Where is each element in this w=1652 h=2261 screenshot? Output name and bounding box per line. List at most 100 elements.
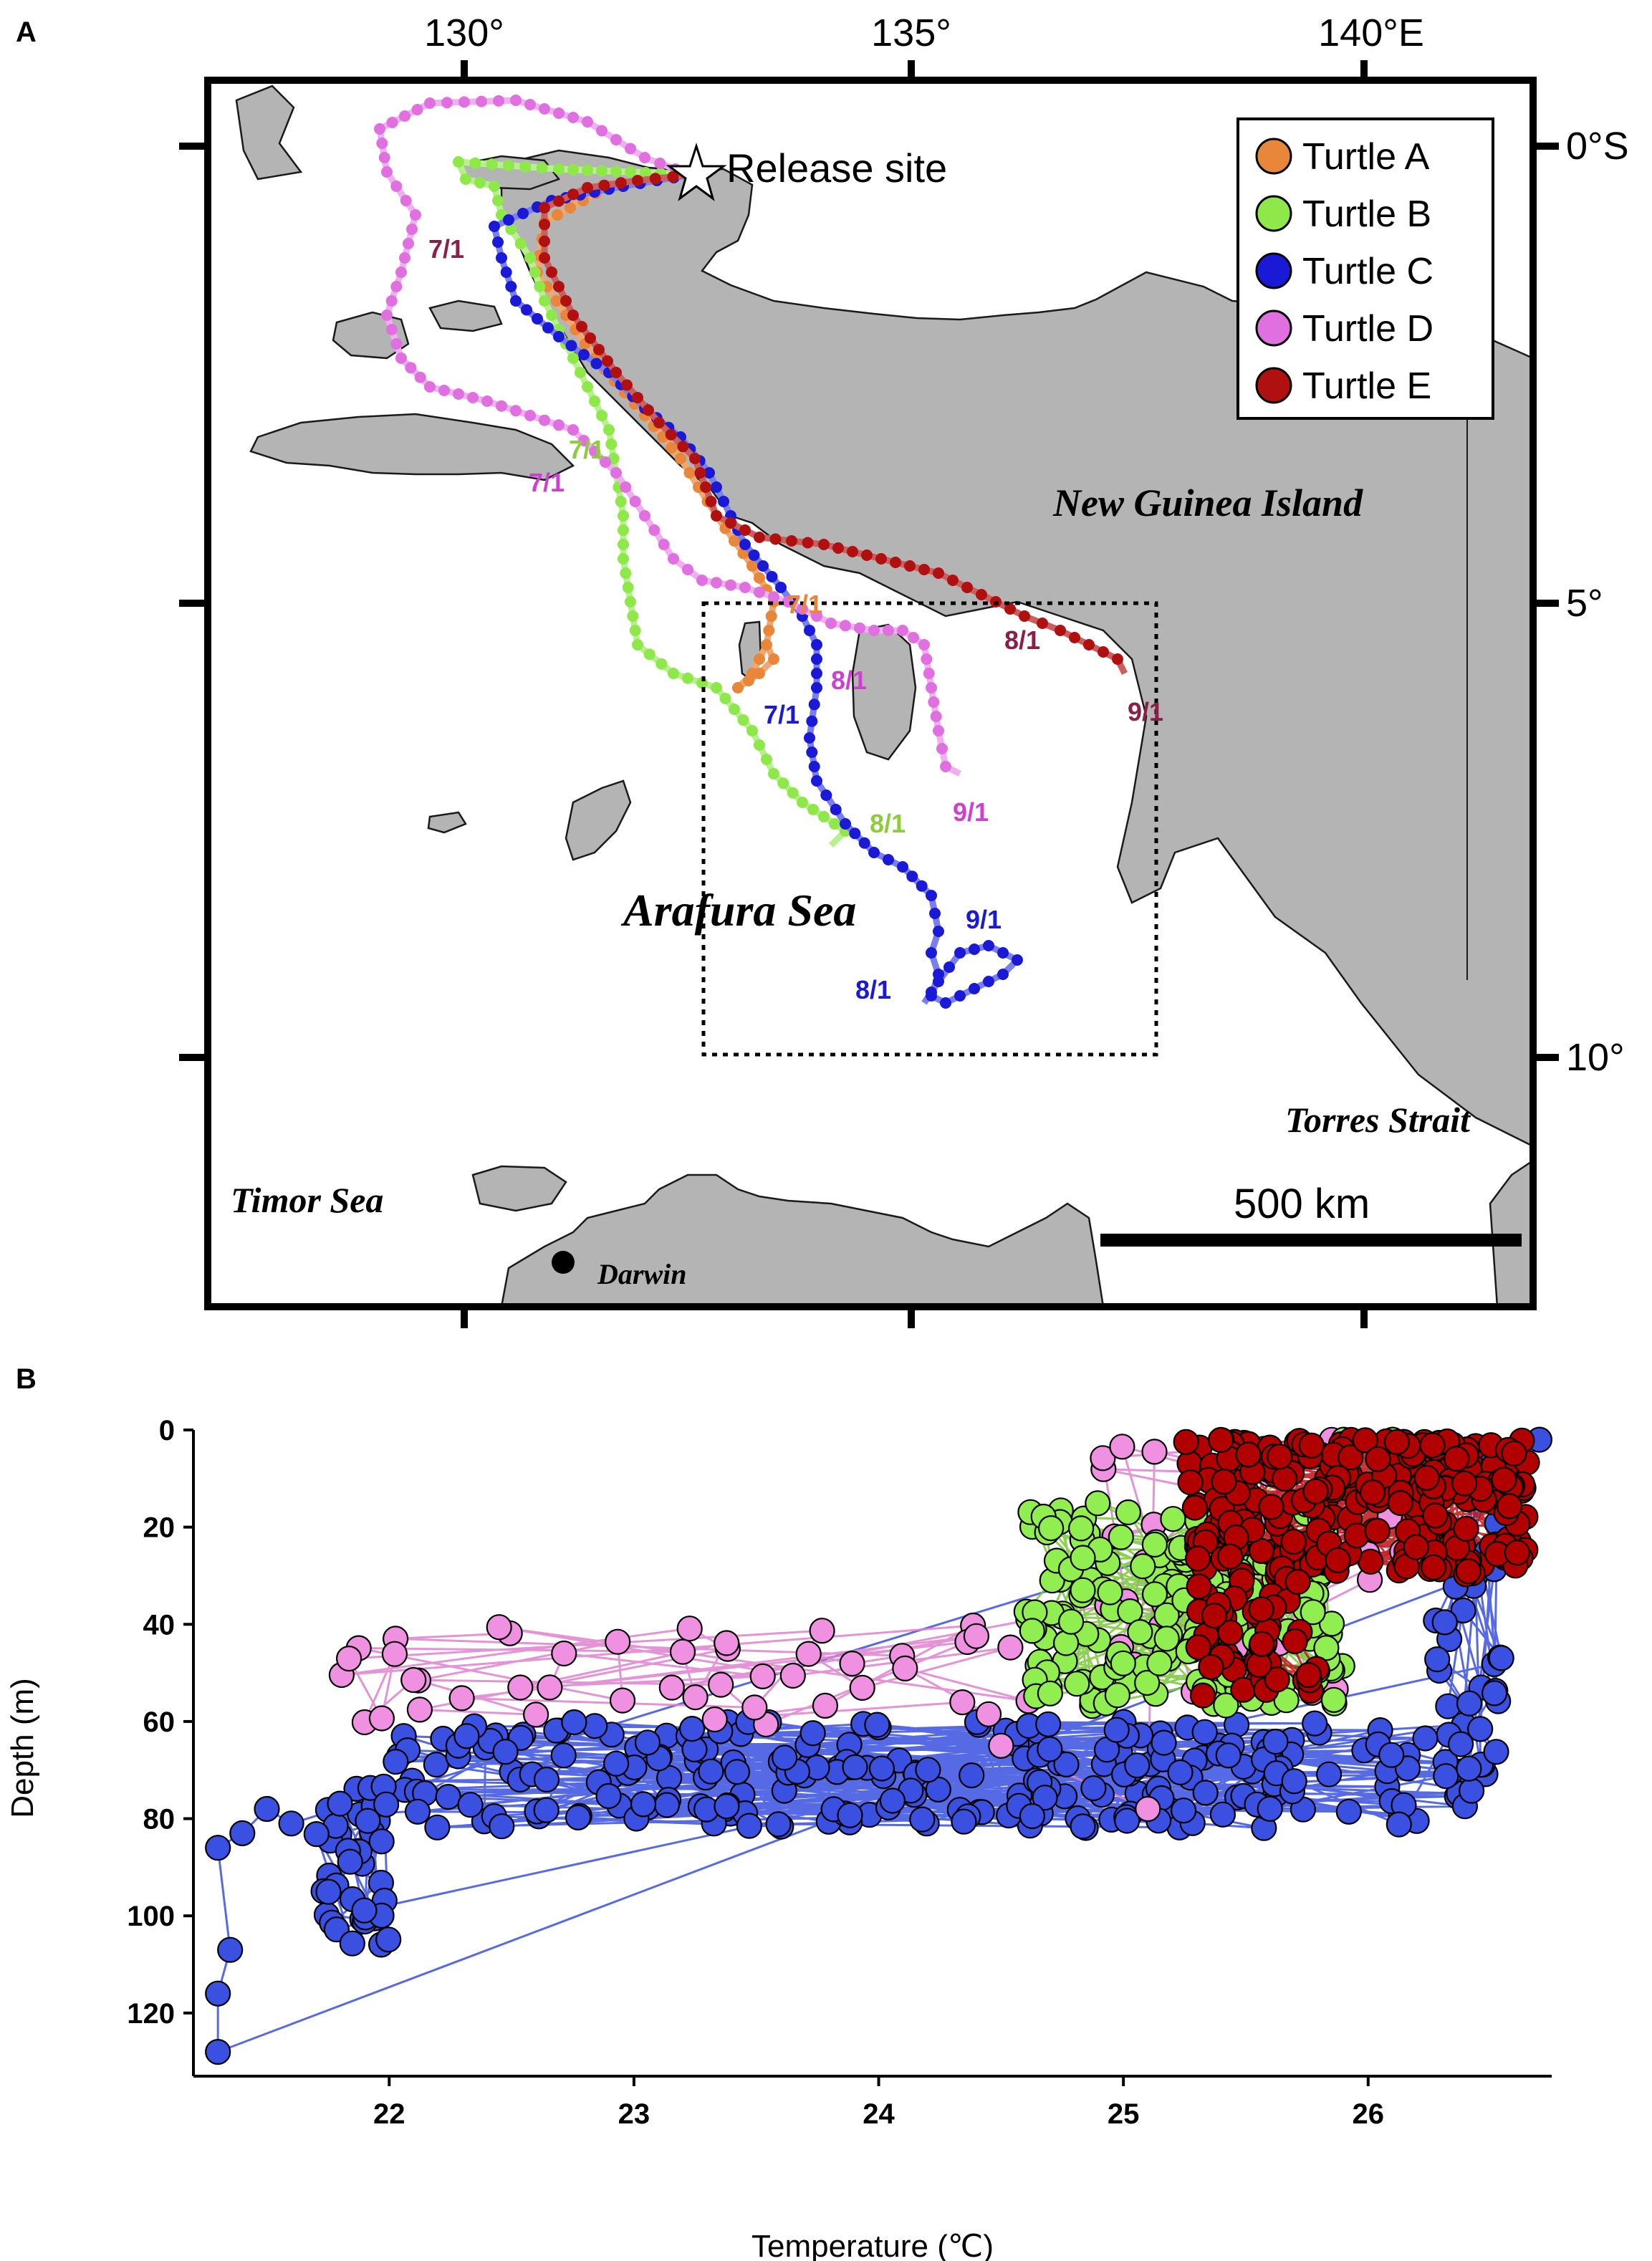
track-point <box>754 653 765 665</box>
track-point <box>627 610 639 622</box>
track-point <box>918 639 930 651</box>
track-point <box>493 95 504 107</box>
legend-swatch <box>1255 309 1292 347</box>
track-point <box>492 195 504 206</box>
data-point <box>1447 1731 1474 1757</box>
track-point <box>997 947 1009 959</box>
track-point <box>933 567 944 579</box>
data-point <box>1104 1682 1131 1709</box>
track-point <box>849 827 861 840</box>
data-point <box>602 1750 630 1777</box>
data-point <box>676 1616 703 1642</box>
track-point <box>811 775 822 787</box>
data-point <box>1209 1801 1236 1828</box>
track-point <box>582 164 593 176</box>
track-point <box>602 355 613 367</box>
track-point <box>503 160 514 171</box>
data-point <box>1359 1479 1386 1506</box>
track-point <box>517 208 529 219</box>
data-point <box>486 1614 512 1641</box>
data-point <box>1313 1635 1340 1661</box>
track-point <box>797 797 808 808</box>
data-point <box>561 1709 587 1736</box>
y-tick-label: 100 <box>127 1901 175 1932</box>
data-point <box>1271 1465 1298 1492</box>
date-label: 8/1 <box>870 809 906 838</box>
track-point <box>926 890 937 901</box>
track-point <box>754 586 765 598</box>
track-point <box>1004 603 1016 615</box>
y-tick-label: 60 <box>143 1706 176 1738</box>
track-point <box>575 367 586 378</box>
data-point <box>736 1813 763 1839</box>
data-point <box>988 1732 1014 1759</box>
track-point <box>610 367 622 378</box>
track-point <box>689 453 701 464</box>
track-point <box>768 591 779 603</box>
track-point <box>567 188 579 201</box>
track-point <box>918 564 930 575</box>
data-point <box>1235 1441 1262 1468</box>
data-point <box>1037 1680 1064 1706</box>
track-point <box>954 947 966 959</box>
track-point <box>847 546 858 557</box>
data-point <box>355 1808 381 1834</box>
place-timor-sea: Timor Sea <box>231 1180 383 1220</box>
data-point <box>489 1813 515 1840</box>
data-point <box>812 1692 839 1719</box>
track-point <box>947 575 959 586</box>
track-point <box>605 438 618 450</box>
track-point <box>400 195 412 206</box>
data-point <box>1264 1666 1290 1693</box>
data-point <box>1258 1494 1284 1520</box>
track-point <box>489 181 500 192</box>
data-point <box>1481 1680 1508 1706</box>
track-point <box>804 625 815 636</box>
track-point <box>930 711 942 722</box>
data-point <box>1413 1464 1440 1491</box>
track-point <box>768 653 779 665</box>
track-point <box>643 404 654 416</box>
track-point <box>861 549 873 561</box>
star-icon <box>666 143 727 201</box>
data-point <box>1080 1775 1107 1802</box>
track-point <box>385 295 398 307</box>
data-point <box>368 1828 395 1855</box>
legend-label: Turtle D <box>1302 308 1434 350</box>
data-point <box>909 1806 936 1833</box>
track-point <box>598 179 610 191</box>
track-point <box>830 804 842 815</box>
track-point <box>890 557 901 568</box>
track-point <box>578 435 590 446</box>
data-point <box>1153 1626 1180 1652</box>
data-point <box>1103 1717 1130 1743</box>
data-point <box>1456 1690 1483 1717</box>
lat-label: 5° <box>1566 582 1603 625</box>
data-point <box>1090 1445 1116 1472</box>
data-point <box>915 1757 941 1783</box>
x-tick-label: 22 <box>373 2098 405 2130</box>
data-point <box>507 1674 534 1701</box>
data-point <box>1295 1662 1322 1689</box>
track-point <box>729 535 740 547</box>
release-site-marker <box>666 143 727 201</box>
track-point <box>754 668 765 679</box>
track-point <box>768 768 779 779</box>
track-point <box>576 321 587 332</box>
track-point <box>615 177 627 189</box>
data-point <box>492 1739 519 1765</box>
track-point <box>754 572 765 584</box>
date-label: 8/1 <box>831 666 867 695</box>
data-point <box>959 1762 985 1789</box>
y-tick-label: 20 <box>143 1512 176 1544</box>
track-point <box>983 940 994 951</box>
track-point <box>739 539 751 550</box>
data-point <box>682 1684 709 1711</box>
track-point <box>936 743 948 754</box>
track-point <box>489 221 500 232</box>
track-point <box>711 577 722 589</box>
track-point <box>582 182 593 193</box>
data-point <box>772 1744 798 1771</box>
data-point <box>1141 1531 1168 1558</box>
data-point <box>634 1729 661 1756</box>
